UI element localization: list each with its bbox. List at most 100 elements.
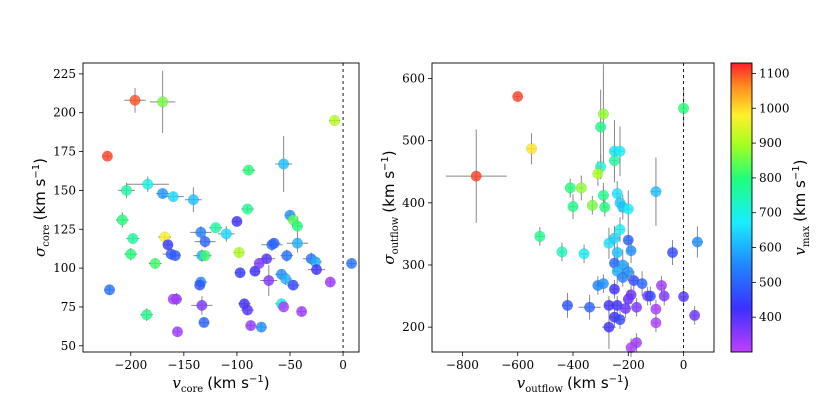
colorbar-label-close: ) — [791, 160, 809, 166]
left-x-label-symbol: v — [172, 374, 181, 392]
left-data-point-19 — [127, 233, 139, 245]
left-y-tick-label-6: 200 — [53, 106, 76, 120]
right-data-point-23 — [614, 224, 626, 236]
left-data-point-2 — [157, 96, 169, 108]
right-data-point-32 — [666, 247, 679, 259]
right-data-point-11 — [564, 182, 576, 194]
right-data-point-21 — [622, 203, 634, 215]
colorbar-label-sub: max — [801, 226, 812, 247]
left-data-point-38 — [346, 257, 358, 269]
left-y-label-symbol: σ — [31, 246, 49, 257]
right-x-tick-label-3: −200 — [612, 358, 645, 372]
left-y-label-close: ) — [31, 158, 49, 164]
colorbar-label: vmax (km s−1) — [791, 160, 812, 256]
left-x-tick-label-4: 0 — [339, 358, 347, 372]
left-y-label-sup: −1 — [31, 164, 42, 179]
right-data-point-49 — [622, 293, 634, 305]
left-y-tick-label-3: 125 — [53, 222, 76, 236]
right-data-point-2 — [597, 108, 609, 120]
left-data-point-59 — [141, 309, 153, 321]
right-data-point-25 — [622, 234, 634, 246]
left-x-axis-label: vcore (km s−1) — [172, 374, 269, 395]
right-y-tick-label-4: 600 — [402, 72, 425, 86]
right-data-point-1 — [678, 102, 690, 114]
left-x-tick-label-0: −200 — [114, 358, 147, 372]
right-data-point-17 — [567, 201, 579, 213]
left-data-point-5 — [243, 164, 255, 176]
right-y-tick-label-3: 500 — [402, 134, 425, 148]
left-panel: −200 −150 −100 −50 0 5075100125150175200225 … — [31, 62, 360, 395]
left-y-tick-label-0: 50 — [61, 339, 76, 353]
right-data-point-13 — [611, 187, 623, 200]
right-x-tick-label-0: −800 — [446, 358, 479, 372]
right-data-point-19 — [599, 201, 611, 213]
left-data-point-45 — [287, 279, 299, 291]
right-y-label-sub: outflow — [390, 216, 401, 254]
right-y-tick-label-2: 400 — [402, 196, 425, 210]
right-data-point-9 — [592, 168, 604, 180]
left-data-point-60 — [198, 316, 210, 329]
right-data-point-3 — [595, 121, 607, 133]
left-data-point-3 — [329, 114, 341, 127]
right-y-label-symbol: σ — [380, 254, 398, 265]
right-y-label-sup: −1 — [380, 156, 391, 171]
left-errorbars — [103, 70, 356, 337]
right-x-label-sub: outflow — [525, 384, 563, 395]
colorbar-label-unit: (km s — [791, 180, 809, 222]
right-x-axis-label: voutflow (km s−1) — [517, 374, 630, 395]
right-data-point-48 — [678, 291, 690, 303]
right-data-point-47 — [658, 290, 670, 302]
left-y-tick-label-7: 225 — [53, 67, 76, 81]
colorbar-ticks: 400 500 600 700 800 900 1000 1100 — [752, 66, 790, 324]
left-y-tick-label-2: 100 — [53, 261, 76, 275]
colorbar-gradient — [730, 62, 753, 353]
left-data-point-62 — [255, 321, 267, 333]
left-data-point-0 — [101, 150, 113, 162]
left-data-point-42 — [253, 257, 265, 269]
left-y-tick-label-5: 175 — [53, 145, 76, 159]
right-data-point-56 — [650, 303, 662, 315]
left-data-point-15 — [231, 215, 243, 228]
left-data-point-20 — [195, 226, 207, 238]
right-data-point-46 — [644, 290, 656, 302]
right-data-point-58 — [614, 314, 626, 326]
right-data-point-30 — [625, 245, 637, 257]
right-x-ticks: −800 −600 −400 −200 0 — [446, 352, 687, 372]
left-data-point-9 — [167, 191, 179, 203]
left-x-label-close: ) — [264, 374, 270, 392]
colorbar-tick-label-7: 1100 — [759, 66, 790, 80]
right-x-tick-label-1: −600 — [501, 358, 534, 372]
left-data-point-48 — [103, 284, 116, 296]
left-data-point-14 — [291, 220, 303, 232]
right-data-point-31 — [691, 236, 703, 248]
right-data-point-55 — [631, 301, 643, 313]
right-y-tick-label-0: 200 — [402, 320, 425, 334]
right-data-point-12 — [575, 182, 587, 194]
left-x-label-unit: (km s — [207, 374, 249, 392]
left-x-tick-label-1: −150 — [167, 358, 200, 372]
left-data-point-21 — [199, 236, 211, 248]
colorbar-tick-label-3: 700 — [759, 206, 782, 220]
colorbar-label-sup: −1 — [791, 165, 802, 180]
right-x-tick-label-4: 0 — [680, 358, 688, 372]
right-data-point-27 — [556, 246, 568, 258]
left-data-point-32 — [268, 237, 280, 249]
colorbar-label-symbol: v — [791, 246, 809, 255]
left-points — [101, 94, 358, 338]
left-y-tick-label-1: 75 — [61, 300, 76, 314]
left-data-point-61 — [245, 320, 257, 332]
left-data-point-8 — [157, 187, 169, 200]
right-data-point-40 — [597, 278, 609, 290]
left-data-point-7 — [120, 184, 133, 196]
left-data-point-46 — [263, 274, 275, 287]
left-data-point-27 — [149, 257, 161, 269]
right-y-tick-label-1: 300 — [402, 258, 425, 272]
right-data-point-4 — [525, 143, 538, 155]
left-data-point-25 — [169, 250, 181, 262]
left-data-point-18 — [116, 214, 128, 226]
left-data-point-17 — [220, 228, 232, 240]
right-x-label-symbol: v — [517, 374, 526, 392]
right-data-point-26 — [608, 232, 621, 244]
